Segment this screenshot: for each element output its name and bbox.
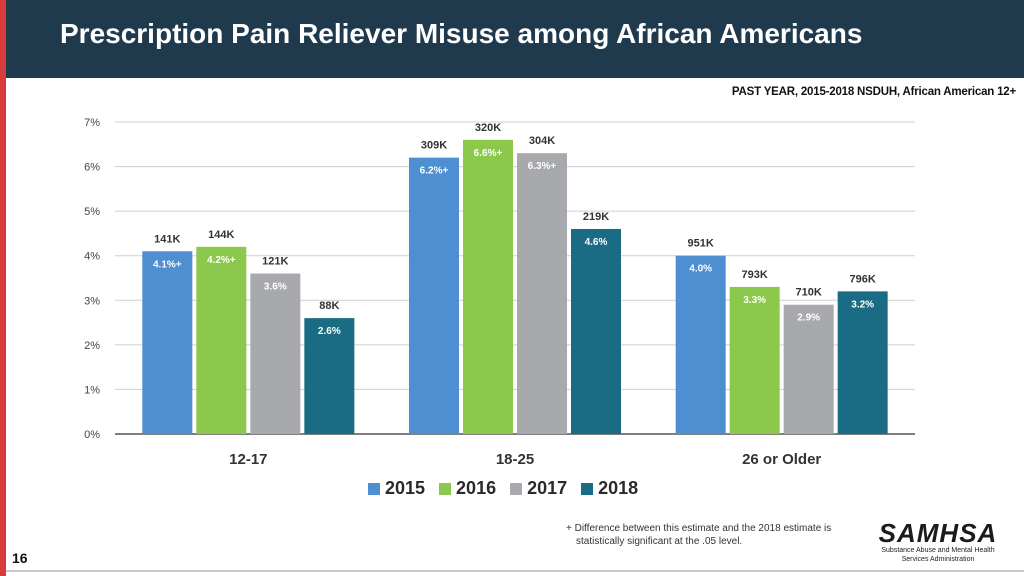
bar <box>304 318 355 434</box>
y-tick-label: 1% <box>84 384 100 396</box>
logo-wordmark: SAMHSA <box>878 518 998 548</box>
bar <box>729 286 780 434</box>
bar-count-label: 141K <box>154 233 180 245</box>
x-category-label: 18-25 <box>496 451 534 468</box>
bar-value-label: 6.3%+ <box>528 161 557 172</box>
legend-swatch <box>510 482 523 495</box>
bar-value-label: 3.2% <box>851 299 874 310</box>
bar <box>675 255 726 434</box>
legend-swatch <box>581 482 594 495</box>
bar-count-label: 219K <box>583 211 609 223</box>
x-category-label: 26 or Older <box>742 451 821 468</box>
x-category-label: 12-17 <box>229 451 267 468</box>
bar-value-label: 4.2%+ <box>207 255 236 266</box>
bar <box>196 246 247 434</box>
chart-legend: 2015 2016 2017 2018 <box>368 478 638 499</box>
logo-subtitle-1: Substance Abuse and Mental Health <box>881 547 995 554</box>
bar <box>409 157 459 434</box>
bar <box>142 251 193 434</box>
bar <box>517 153 567 434</box>
bar-count-label: 304K <box>529 135 555 147</box>
legend-swatch <box>368 482 380 495</box>
y-tick-label: 3% <box>84 295 100 307</box>
bar-count-label: 144K <box>208 229 234 241</box>
legend-item: 2015 <box>368 478 425 499</box>
bar-count-label: 951K <box>688 238 714 250</box>
bar-count-label: 88K <box>319 300 339 312</box>
bar-value-label: 2.6% <box>318 326 341 337</box>
bar <box>837 291 888 434</box>
legend-label: 2015 <box>385 478 426 498</box>
bar-value-label: 6.2%+ <box>420 166 449 177</box>
bar-count-label: 793K <box>742 269 768 281</box>
logo-subtitle-2: Services Administration <box>901 556 975 563</box>
legend-label: 2017 <box>527 478 568 498</box>
legend-item: 2017 <box>510 478 567 499</box>
legend-item: 2016 <box>439 478 496 499</box>
bar-value-label: 2.9% <box>797 313 820 324</box>
chart-subtitle: PAST YEAR, 2015-2018 NSDUH, African Amer… <box>731 86 1016 98</box>
bar-chart: 0% 1% 2% 3% 4% 5% 6% 7% 4.1%+ 141K 4.2%+ 144K 3.6% 12… <box>84 117 915 468</box>
bar-value-label: 4.1%+ <box>153 259 182 270</box>
bar-value-label: 3.3% <box>743 295 766 306</box>
page-number: 16 <box>12 550 28 566</box>
bar-count-label: 121K <box>262 256 288 268</box>
y-tick-label: 4% <box>84 251 100 263</box>
header-banner <box>6 0 1024 78</box>
bar <box>463 139 513 435</box>
bar-value-label: 4.0% <box>689 264 712 275</box>
legend-label: 2018 <box>598 478 639 498</box>
bar <box>783 304 834 434</box>
bar-value-label: 4.6% <box>585 237 608 248</box>
bar-value-label: 6.6%+ <box>474 148 503 159</box>
y-tick-label: 6% <box>84 162 100 174</box>
legend-swatch <box>439 482 452 495</box>
page-title: Prescription Pain Reliever Misuse among … <box>60 18 863 49</box>
footnote: + Difference between this estimate and t… <box>566 522 866 548</box>
legend-label: 2016 <box>456 478 497 498</box>
y-tick-label: 5% <box>84 206 100 218</box>
bar-count-label: 796K <box>850 273 876 285</box>
legend-item: 2018 <box>581 478 638 499</box>
footnote-line-1: + Difference between this estimate and t… <box>566 523 832 534</box>
bar-value-label: 3.6% <box>264 282 287 293</box>
y-tick-label: 0% <box>84 429 100 441</box>
bar-count-label: 710K <box>796 287 822 299</box>
bar-count-label: 320K <box>475 122 501 134</box>
left-accent-bar <box>0 0 6 576</box>
bar <box>571 228 621 434</box>
bar-count-label: 309K <box>421 140 447 152</box>
footer-divider <box>6 570 1024 572</box>
bar <box>250 273 301 434</box>
y-tick-label: 2% <box>84 340 100 352</box>
samhsa-logo: SAMHSA Substance Abuse and Mental Health… <box>878 520 998 564</box>
footnote-line-2: statistically significant at the .05 lev… <box>576 536 743 547</box>
y-tick-label: 7% <box>84 117 100 129</box>
